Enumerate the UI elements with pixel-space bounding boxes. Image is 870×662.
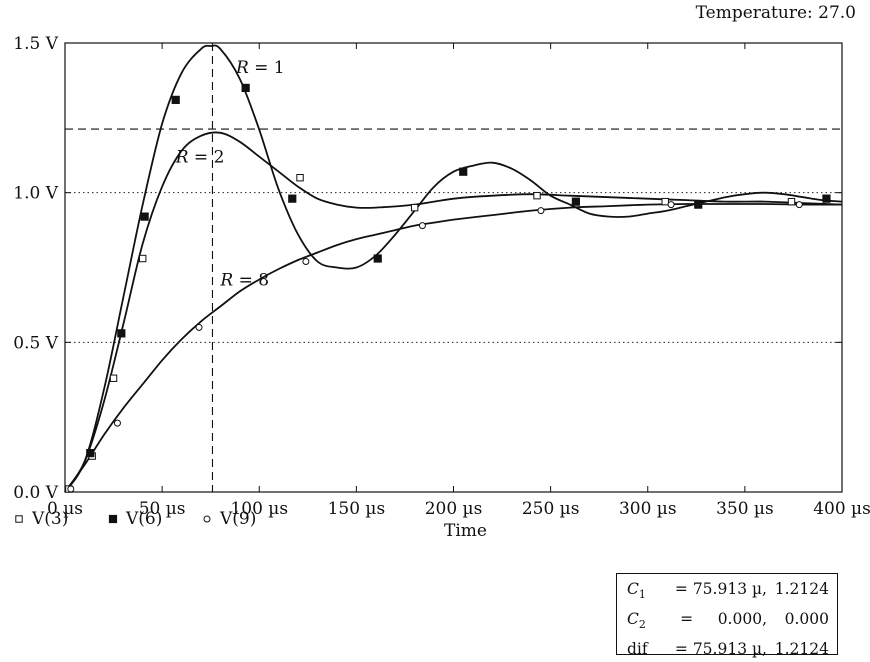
y-tick-label: 1.5 V xyxy=(13,34,58,54)
x-tick-label: 150 µs xyxy=(328,499,386,519)
cursor-value-y: 1.2124 xyxy=(774,640,829,659)
data-point-V(3) xyxy=(139,254,147,263)
cursor-value-x: = 75.913 µ, xyxy=(669,580,767,598)
cursor-value-x: = 0.000, xyxy=(675,610,767,629)
data-point-V(3) xyxy=(296,174,304,182)
data-point-V(6) xyxy=(822,194,831,203)
y-tick-label: 0.0 V xyxy=(13,483,58,503)
x-axis-title: Time xyxy=(444,521,487,541)
data-point-V(9) xyxy=(537,207,545,215)
cursor-readout-box: C1 = 75.913 µ, 1.2124 C2 = 0.000, 0.000 dif … xyxy=(616,573,838,658)
legend-label-V(3): V(3) xyxy=(31,509,68,529)
data-point-V(6) xyxy=(117,329,126,338)
data-point-V(6) xyxy=(86,448,95,458)
x-tick-label: 50 µs xyxy=(139,499,186,519)
x-tick-label: 200 µs xyxy=(425,499,483,519)
data-point-V(9) xyxy=(195,323,203,331)
x-tick-label: 400 µs xyxy=(813,499,870,519)
data-point-V(6) xyxy=(288,194,297,203)
data-point-V(9) xyxy=(302,258,310,266)
x-tick-label: 100 µs xyxy=(230,499,288,519)
data-point-V(6) xyxy=(459,167,468,176)
x-tick-label: 300 µs xyxy=(619,499,677,519)
cursor-readout-row: C2 = 0.000, 0.000 xyxy=(627,607,829,637)
legend-marker-V(9) xyxy=(203,515,211,523)
curve-label-V(3): R = 2 xyxy=(175,148,225,168)
cursor-readout-row: dif = 75.913 µ, 1.2124 xyxy=(627,637,829,662)
curve-label-V(9): R = 8 xyxy=(219,270,269,290)
legend-marker-V(3) xyxy=(15,515,23,523)
legend-label-V(6): V(6) xyxy=(125,509,162,529)
cursor-readout-row: C1 = 75.913 µ, 1.2124 xyxy=(627,577,829,607)
series-line-V(3) xyxy=(64,131,843,493)
x-tick-label: 250 µs xyxy=(522,499,580,519)
series-line-V(6) xyxy=(64,44,843,493)
series-line-V(9) xyxy=(64,203,843,493)
data-point-V(3) xyxy=(410,203,419,212)
temperature-label: Temperature: 27.0 xyxy=(695,3,856,23)
cursor-value-x: = 75.913 µ, xyxy=(669,640,767,659)
cursor-value-y: 0.000 xyxy=(784,610,829,629)
data-point-V(6) xyxy=(140,212,149,221)
data-point-V(6) xyxy=(171,95,180,104)
y-tick-label: 1.0 V xyxy=(13,184,58,204)
data-point-V(9) xyxy=(67,485,75,493)
data-point-V(9) xyxy=(418,222,426,230)
plot-frame xyxy=(64,42,843,493)
data-point-V(9) xyxy=(667,201,675,209)
cursor-label: dif xyxy=(627,640,648,659)
cursor-label: C1 xyxy=(627,580,646,602)
data-point-V(6) xyxy=(571,197,580,206)
cursor-label: C2 xyxy=(627,610,646,632)
legend-marker-V(6) xyxy=(108,514,118,524)
data-point-V(6) xyxy=(373,254,382,263)
transient-response-chart: 0 µs 50 µs 100 µs 150 µs 200 µs 250 µs 300 µs 3… xyxy=(13,34,870,541)
data-point-V(3) xyxy=(533,191,541,200)
data-point-V(9) xyxy=(113,419,121,427)
cursor-value-y: 1.2124 xyxy=(774,580,829,598)
data-point-V(9) xyxy=(795,201,803,209)
legend-label-V(9): V(9) xyxy=(219,509,256,529)
curve-label-V(6): R = 1 xyxy=(235,58,285,78)
x-tick-label: 350 µs xyxy=(716,499,774,519)
data-point-V(3) xyxy=(661,197,669,206)
data-point-V(6) xyxy=(694,200,703,209)
data-point-V(3) xyxy=(787,197,796,206)
x-tick-label: 0 µs xyxy=(47,499,83,519)
data-point-V(3) xyxy=(109,374,118,382)
data-point-V(6) xyxy=(241,83,250,93)
y-tick-label: 0.5 V xyxy=(13,333,58,353)
